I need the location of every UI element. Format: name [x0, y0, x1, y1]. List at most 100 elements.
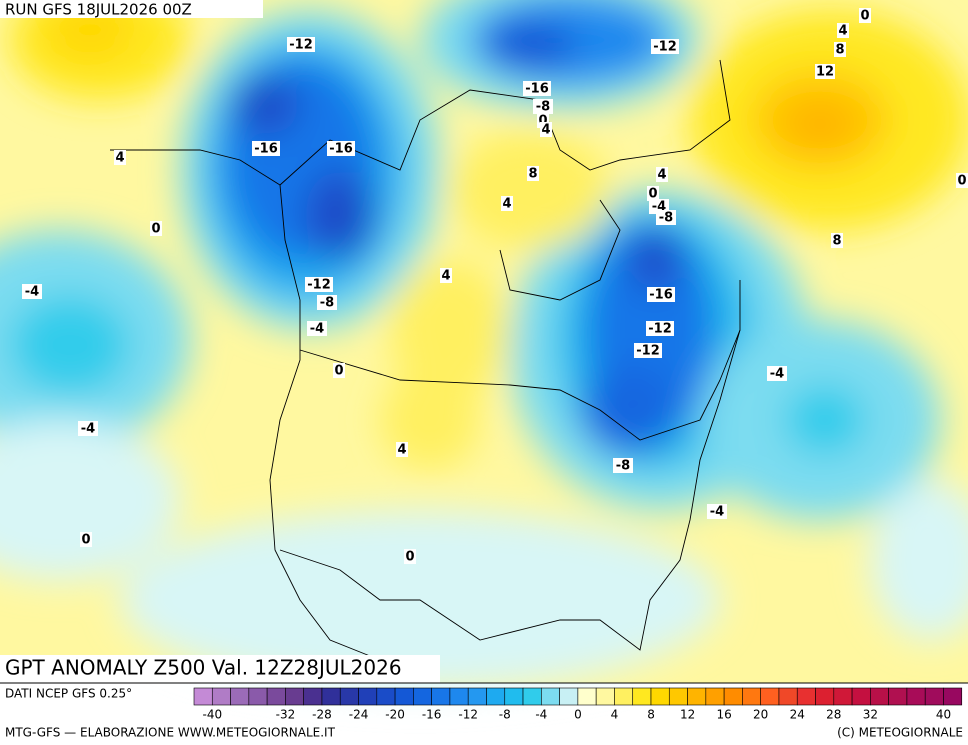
contour-label-bg	[523, 81, 551, 96]
contour-label: -12	[648, 322, 672, 337]
colorbar-tick-label: -20	[385, 708, 405, 722]
color-swatch	[796, 687, 816, 706]
color-swatch	[321, 687, 341, 706]
colorbar-tick-label: -24	[349, 708, 369, 722]
color-swatch	[723, 687, 743, 706]
contour-label: 4	[541, 123, 550, 138]
colorbar-tick-label: 24	[790, 708, 805, 722]
contour-label: 4	[441, 269, 450, 284]
contour-label-bg	[307, 321, 327, 336]
contour-label: 0	[648, 187, 657, 202]
contour-label: -4	[25, 285, 39, 300]
color-swatch	[376, 687, 396, 706]
colorbar-tick-label: -40	[202, 708, 222, 722]
color-swatch	[614, 687, 634, 706]
color-swatch	[742, 687, 761, 706]
contour-label-bg	[656, 167, 668, 182]
color-swatch	[394, 687, 414, 706]
contour-label: -12	[653, 40, 677, 55]
contour-label: -8	[659, 211, 673, 226]
contour-label: 12	[816, 65, 834, 80]
color-swatch	[870, 687, 889, 706]
color-swatch	[522, 687, 542, 706]
color-swatch	[924, 687, 944, 706]
footer-right: (C) METEOGIORNALE	[837, 726, 963, 740]
contour-label: 4	[115, 151, 124, 166]
contour-label-bg	[287, 37, 315, 52]
colorbar-tick-label: 16	[716, 708, 731, 722]
color-swatch	[285, 687, 304, 706]
contour-label: -8	[616, 459, 630, 474]
colorbar-tick-label: -4	[535, 708, 547, 722]
contour-label: -16	[649, 288, 673, 303]
contour-label-bg	[252, 141, 280, 156]
contour-label: 4	[397, 443, 406, 458]
contour-label: 0	[81, 533, 90, 548]
color-swatch	[413, 687, 432, 706]
contour-label-bg	[815, 64, 835, 79]
color-swatch	[431, 687, 451, 706]
contour-label: 0	[538, 114, 547, 129]
contour-label-bg	[404, 549, 416, 564]
contour-label-bg	[613, 458, 633, 473]
color-swatch	[266, 687, 286, 706]
color-swatch	[577, 687, 597, 706]
color-swatch	[888, 687, 908, 706]
colorbar-tick-label: -32	[276, 708, 296, 722]
contour-label-bg	[647, 186, 659, 201]
color-swatch	[449, 687, 469, 706]
color-swatch	[193, 687, 213, 706]
run-label: RUN GFS 18JUL2026 00Z	[5, 1, 192, 19]
contour-label: -12	[307, 278, 331, 293]
contour-label-bg	[80, 532, 92, 547]
contour-label: 0	[334, 364, 343, 379]
contour-label-bg	[834, 42, 846, 57]
contour-label-bg	[527, 166, 539, 181]
color-swatch	[211, 687, 231, 706]
contour-label-bg	[837, 23, 849, 38]
color-swatch	[705, 687, 725, 706]
contour-label: -4	[81, 422, 95, 437]
contour-label: -16	[329, 142, 353, 157]
contour-label-bg	[317, 295, 337, 310]
contour-label-bg	[78, 421, 98, 436]
contour-label: -12	[289, 38, 313, 53]
contour-label: 8	[528, 167, 537, 182]
colorbar-tick-label: 20	[753, 708, 768, 722]
color-swatch	[358, 687, 378, 706]
color-swatch	[467, 687, 487, 706]
contour-label: -4	[310, 322, 324, 337]
contour-label-bg	[656, 210, 676, 225]
colorbar-tick-label: 12	[680, 708, 695, 722]
color-swatch	[632, 687, 652, 706]
contour-label-bg	[651, 39, 679, 54]
contour-label-bg	[859, 8, 871, 23]
contour-label-bg	[956, 173, 968, 188]
anomaly-field	[0, 0, 968, 690]
contour-label: 4	[838, 24, 847, 39]
color-swatch	[815, 687, 835, 706]
contour-label-bg	[501, 196, 513, 211]
color-swatch	[943, 687, 963, 706]
colorbar-tick-label: -12	[458, 708, 478, 722]
colorbar-tick-label: 0	[574, 708, 582, 722]
contour-label: 0	[405, 550, 414, 565]
colorbar-tick-label: 8	[647, 708, 655, 722]
colorbar-tick-label: 40	[936, 708, 951, 722]
color-swatch	[833, 687, 853, 706]
color-swatch	[303, 687, 323, 706]
footer-left: MTG-GFS — ELABORAZIONE WWW.METEOGIORNALE…	[5, 726, 336, 740]
color-swatch	[230, 687, 250, 706]
contour-label: 4	[657, 168, 666, 183]
contour-label-bg	[831, 233, 843, 248]
color-swatch	[339, 687, 359, 706]
contour-label: 0	[957, 174, 966, 189]
colorbar-tick-label: 28	[826, 708, 841, 722]
contour-label: 8	[835, 43, 844, 58]
contour-label: -12	[636, 344, 660, 359]
contour-label-bg	[634, 343, 662, 358]
color-swatch	[687, 687, 707, 706]
run-box	[0, 0, 263, 18]
colorbar-tick-label: 32	[863, 708, 878, 722]
